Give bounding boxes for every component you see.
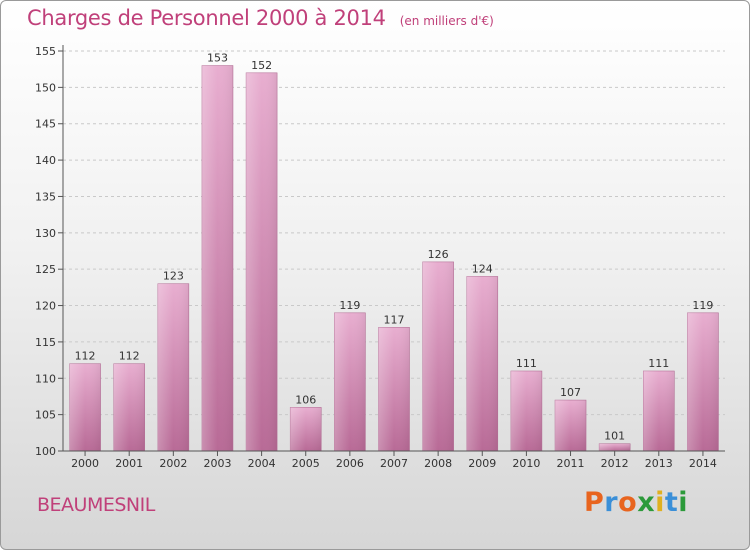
x-tick-label: 2011 <box>557 457 585 470</box>
data-label: 111 <box>648 357 669 370</box>
chart-title-text: Charges de Personnel 2000 à 2014 <box>27 6 386 30</box>
logo-letter: o <box>618 487 638 518</box>
logo-letter: P <box>584 487 605 518</box>
bars: 112 112 123 153 152 106 119 117 126 124 111 107 101 1… <box>69 52 719 452</box>
bar-highlight <box>378 327 410 451</box>
x-tick-label: 2009 <box>468 457 496 470</box>
y-tick-label: 155 <box>35 45 56 58</box>
x-tick-label: 2012 <box>601 457 629 470</box>
y-tick-label: 110 <box>35 372 56 385</box>
y-tick-label: 150 <box>35 81 56 94</box>
x-tick-label: 2014 <box>689 457 717 470</box>
bar-highlight <box>510 371 542 451</box>
data-label: 107 <box>560 386 581 399</box>
y-tick-label: 130 <box>35 227 56 240</box>
data-label: 112 <box>75 350 96 363</box>
data-label: 153 <box>207 52 228 65</box>
data-label: 152 <box>251 59 272 72</box>
logo-letter: x <box>637 487 656 518</box>
bar-highlight <box>687 312 719 451</box>
logo-letter: i <box>655 487 665 518</box>
chart-unit: (en milliers d'€) <box>399 14 494 28</box>
bar-highlight <box>113 363 145 451</box>
data-label: 123 <box>163 270 184 283</box>
y-tick-label: 135 <box>35 190 56 203</box>
bar-highlight <box>643 371 675 451</box>
data-label: 117 <box>384 313 405 326</box>
bar-highlight <box>599 443 631 451</box>
x-tick-label: 2000 <box>71 457 99 470</box>
data-label: 119 <box>692 299 713 312</box>
logo-letter: i <box>678 487 689 518</box>
data-label: 101 <box>604 430 625 443</box>
data-label: 124 <box>472 262 493 275</box>
y-tick-label: 140 <box>35 154 56 167</box>
y-tick-label: 145 <box>35 118 56 131</box>
data-label: 119 <box>339 299 360 312</box>
commune-name: BEAUMESNIL <box>37 494 155 516</box>
bar-highlight <box>290 407 322 451</box>
x-tick-label: 2006 <box>336 457 364 470</box>
data-label: 126 <box>428 248 449 261</box>
bar-highlight <box>466 276 498 451</box>
proxiti-logo: Proxiti <box>584 487 688 518</box>
bar-highlight <box>422 261 454 451</box>
bar-highlight <box>246 72 278 452</box>
y-tick-label: 115 <box>35 336 56 349</box>
x-tick-label: 2004 <box>248 457 276 470</box>
y-tick-label: 105 <box>35 409 56 422</box>
x-tick-label: 2008 <box>424 457 452 470</box>
x-tick-label: 2005 <box>292 457 320 470</box>
bar-highlight <box>69 363 101 451</box>
y-tick-label: 125 <box>35 263 56 276</box>
logo-letter: t <box>664 487 679 518</box>
data-label: 112 <box>119 350 140 363</box>
y-tick-label: 100 <box>35 445 56 458</box>
x-tick-label: 2010 <box>512 457 540 470</box>
x-tick-label: 2013 <box>645 457 673 470</box>
bar-highlight <box>201 65 233 451</box>
chart-title: Charges de Personnel 2000 à 2014 (en mill… <box>27 6 494 30</box>
x-tick-label: 2003 <box>203 457 231 470</box>
axes: 100 105 110 115 120 125 130 135 140 145 150 155 2000… <box>35 45 725 470</box>
y-tick-label: 120 <box>35 300 56 313</box>
x-tick-label: 2001 <box>115 457 143 470</box>
data-label: 111 <box>516 357 537 370</box>
data-label: 106 <box>295 393 316 406</box>
x-tick-label: 2002 <box>159 457 187 470</box>
bar-highlight <box>334 312 366 451</box>
x-tick-label: 2007 <box>380 457 408 470</box>
logo-letter: r <box>604 487 619 518</box>
bar-highlight <box>157 283 189 451</box>
bar-highlight <box>555 400 587 451</box>
